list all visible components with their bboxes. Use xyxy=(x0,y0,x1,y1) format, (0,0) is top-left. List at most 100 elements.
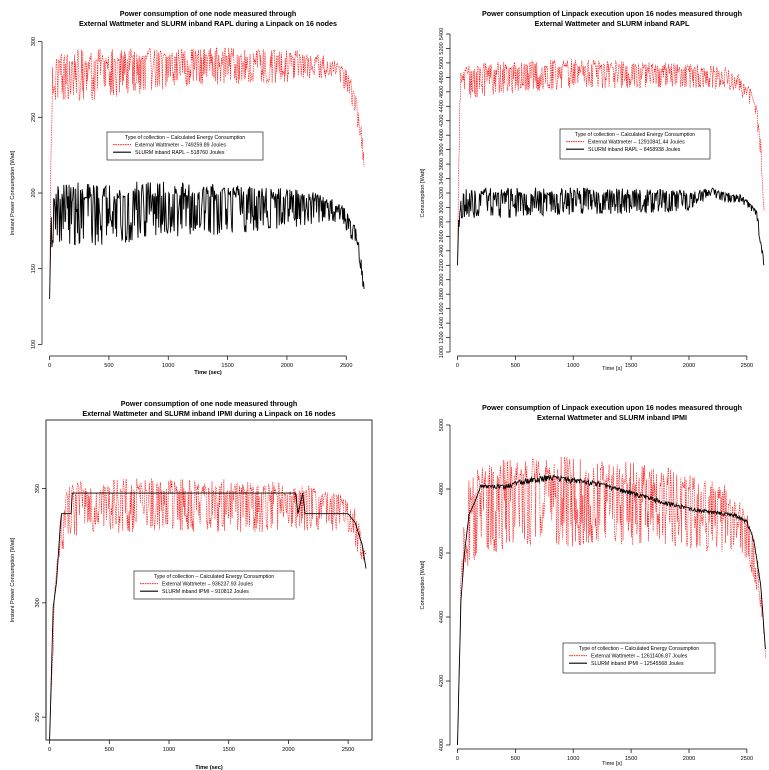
y-tick-label: 4200 xyxy=(439,675,445,687)
legend-title: Type of collection – Calculated Energy C… xyxy=(579,646,699,652)
x-tick-label: 0 xyxy=(48,747,51,753)
chart-title-line: Power consumption of Linpack execution u… xyxy=(482,403,742,412)
y-tick-label: 100 xyxy=(31,340,37,349)
x-tick-label: 2500 xyxy=(342,747,354,753)
y-axis-label: Instant Power Consumption [Watt] xyxy=(10,150,16,235)
x-tick-label: 500 xyxy=(105,747,114,753)
legend-box xyxy=(106,131,264,161)
y-tick-label: 250 xyxy=(31,113,37,122)
axes: 0 500 1000 1500 2000 2500 250 300 350 xyxy=(35,484,354,753)
legend-entry: External Wattmeter – 749259.89 Joules xyxy=(135,143,226,149)
x-tick-label: 500 xyxy=(511,363,520,369)
chart-title-line: External Wattmeter and SLURM inband IPMI… xyxy=(82,409,335,418)
x-tick-label: 1000 xyxy=(567,363,579,369)
y-tick-label: 2000 xyxy=(439,274,445,286)
legend-entry: SLURM inband RAPL – 518760 Joules xyxy=(135,150,225,156)
y-tick-label: 200 xyxy=(31,188,37,197)
y-tick-label: 4000 xyxy=(439,129,445,141)
legend-entry: External Wattmeter – 936237.93 Joules xyxy=(162,582,253,588)
x-axis-label: Time [s] xyxy=(602,366,622,372)
legend: Type of collection – Calculated Energy C… xyxy=(559,128,711,160)
y-tick-label: 4400 xyxy=(439,100,445,112)
series-line-slurm-inband xyxy=(49,492,367,741)
legend-entry: SLURM inband RAPL – 8458938 Joules xyxy=(588,147,681,153)
y-axis-label: Consumption [Watt] xyxy=(420,168,426,217)
x-axis-label: Time (sec) xyxy=(194,370,222,376)
legend-box xyxy=(562,642,716,674)
legend-entry: External Wattmeter – 12611406.87 Joules xyxy=(591,654,688,660)
x-tick-label: 2500 xyxy=(741,363,753,369)
legend: Type of collection – Calculated Energy C… xyxy=(133,570,295,600)
y-tick-label: 5400 xyxy=(439,28,445,40)
x-tick-label: 2500 xyxy=(340,363,352,369)
chart-panel-2: Power consumption of Linpack execution u… xyxy=(420,9,765,372)
legend-entry: SLURM inband IPMI – 12545568 Joules xyxy=(591,661,684,667)
x-tick-label: 1000 xyxy=(162,363,174,369)
y-tick-label: 4600 xyxy=(439,547,445,559)
y-axis-label: Instant Power Consumption [Watt] xyxy=(10,537,16,622)
y-tick-label: 2200 xyxy=(439,259,445,271)
y-tick-label: 4000 xyxy=(439,739,445,751)
x-tick-label: 1500 xyxy=(222,747,234,753)
y-tick-label: 300 xyxy=(31,37,37,46)
y-tick-label: 3600 xyxy=(439,158,445,170)
legend: Type of collection – Calculated Energy C… xyxy=(562,642,716,674)
y-tick-label: 2600 xyxy=(439,230,445,242)
legend-box xyxy=(559,128,711,160)
x-tick-label: 1500 xyxy=(625,756,637,762)
y-tick-label: 3200 xyxy=(439,187,445,199)
y-tick-label: 150 xyxy=(31,264,37,273)
chart-panel-3: Power consumption of one node measured t… xyxy=(10,399,373,770)
x-tick-label: 0 xyxy=(456,756,459,762)
y-tick-label: 300 xyxy=(35,598,41,607)
legend-entry: External Wattmeter – 12910841.44 Joules xyxy=(588,140,685,146)
series-line-external-wattmeter xyxy=(457,59,765,259)
x-axis-label: Time (sec) xyxy=(195,765,223,770)
series-line-external-wattmeter xyxy=(49,478,367,741)
y-tick-label: 4800 xyxy=(439,483,445,495)
legend-title: Type of collection – Calculated Energy C… xyxy=(154,574,274,580)
series-line-external-wattmeter xyxy=(49,47,365,300)
y-tick-label: 3800 xyxy=(439,143,445,155)
legend-title: Type of collection – Calculated Energy C… xyxy=(125,135,245,141)
y-tick-label: 5000 xyxy=(439,57,445,69)
x-tick-label: 1000 xyxy=(163,747,175,753)
y-axis-label: Consumption [Watt] xyxy=(420,560,426,609)
chart-title-line: Power consumption of one node measured t… xyxy=(121,399,298,408)
x-tick-label: 500 xyxy=(104,363,113,369)
y-tick-label: 5200 xyxy=(439,42,445,54)
x-tick-label: 2500 xyxy=(741,756,753,762)
y-tick-label: 1200 xyxy=(439,331,445,343)
series-line-slurm-inband xyxy=(49,181,365,300)
x-tick-label: 1000 xyxy=(567,756,579,762)
y-tick-label: 1400 xyxy=(439,317,445,329)
chart-title-line: External Wattmeter and SLURM inband RAPL xyxy=(535,19,690,28)
x-axis-label: Time [s] xyxy=(602,761,622,767)
x-tick-label: 2000 xyxy=(281,363,293,369)
y-tick-label: 1000 xyxy=(439,346,445,358)
series-line-slurm-inband xyxy=(457,187,765,266)
x-tick-label: 1500 xyxy=(625,363,637,369)
axes: 0 500 1000 1500 2000 2500 4000 4200 4400 4600 4800… xyxy=(439,419,753,762)
x-tick-label: 2000 xyxy=(282,747,294,753)
chart-title-line: External Wattmeter and SLURM inband IPMI xyxy=(537,413,687,422)
x-tick-label: 2000 xyxy=(683,363,695,369)
series-line-external-wattmeter xyxy=(457,456,766,746)
y-tick-label: 1800 xyxy=(439,288,445,300)
legend-box xyxy=(133,570,295,600)
x-tick-label: 500 xyxy=(511,756,520,762)
chart-title-line: External Wattmeter and SLURM inband RAPL… xyxy=(79,19,337,28)
y-tick-label: 3000 xyxy=(439,201,445,213)
chart-title-line: Power consumption of Linpack execution u… xyxy=(482,9,742,18)
y-tick-label: 2400 xyxy=(439,245,445,257)
y-tick-label: 5000 xyxy=(439,419,445,431)
y-tick-label: 1600 xyxy=(439,302,445,314)
y-tick-label: 250 xyxy=(35,712,41,721)
y-tick-label: 2800 xyxy=(439,216,445,228)
y-tick-label: 4400 xyxy=(439,611,445,623)
axes: 0 500 1000 1500 2000 2500 1000 1200 1400 1600 1800… xyxy=(439,28,753,369)
chart-panel-4: Power consumption of Linpack execution u… xyxy=(420,403,766,767)
legend: Type of collection – Calculated Energy C… xyxy=(106,131,264,161)
x-tick-label: 0 xyxy=(48,363,51,369)
y-tick-label: 3400 xyxy=(439,172,445,184)
